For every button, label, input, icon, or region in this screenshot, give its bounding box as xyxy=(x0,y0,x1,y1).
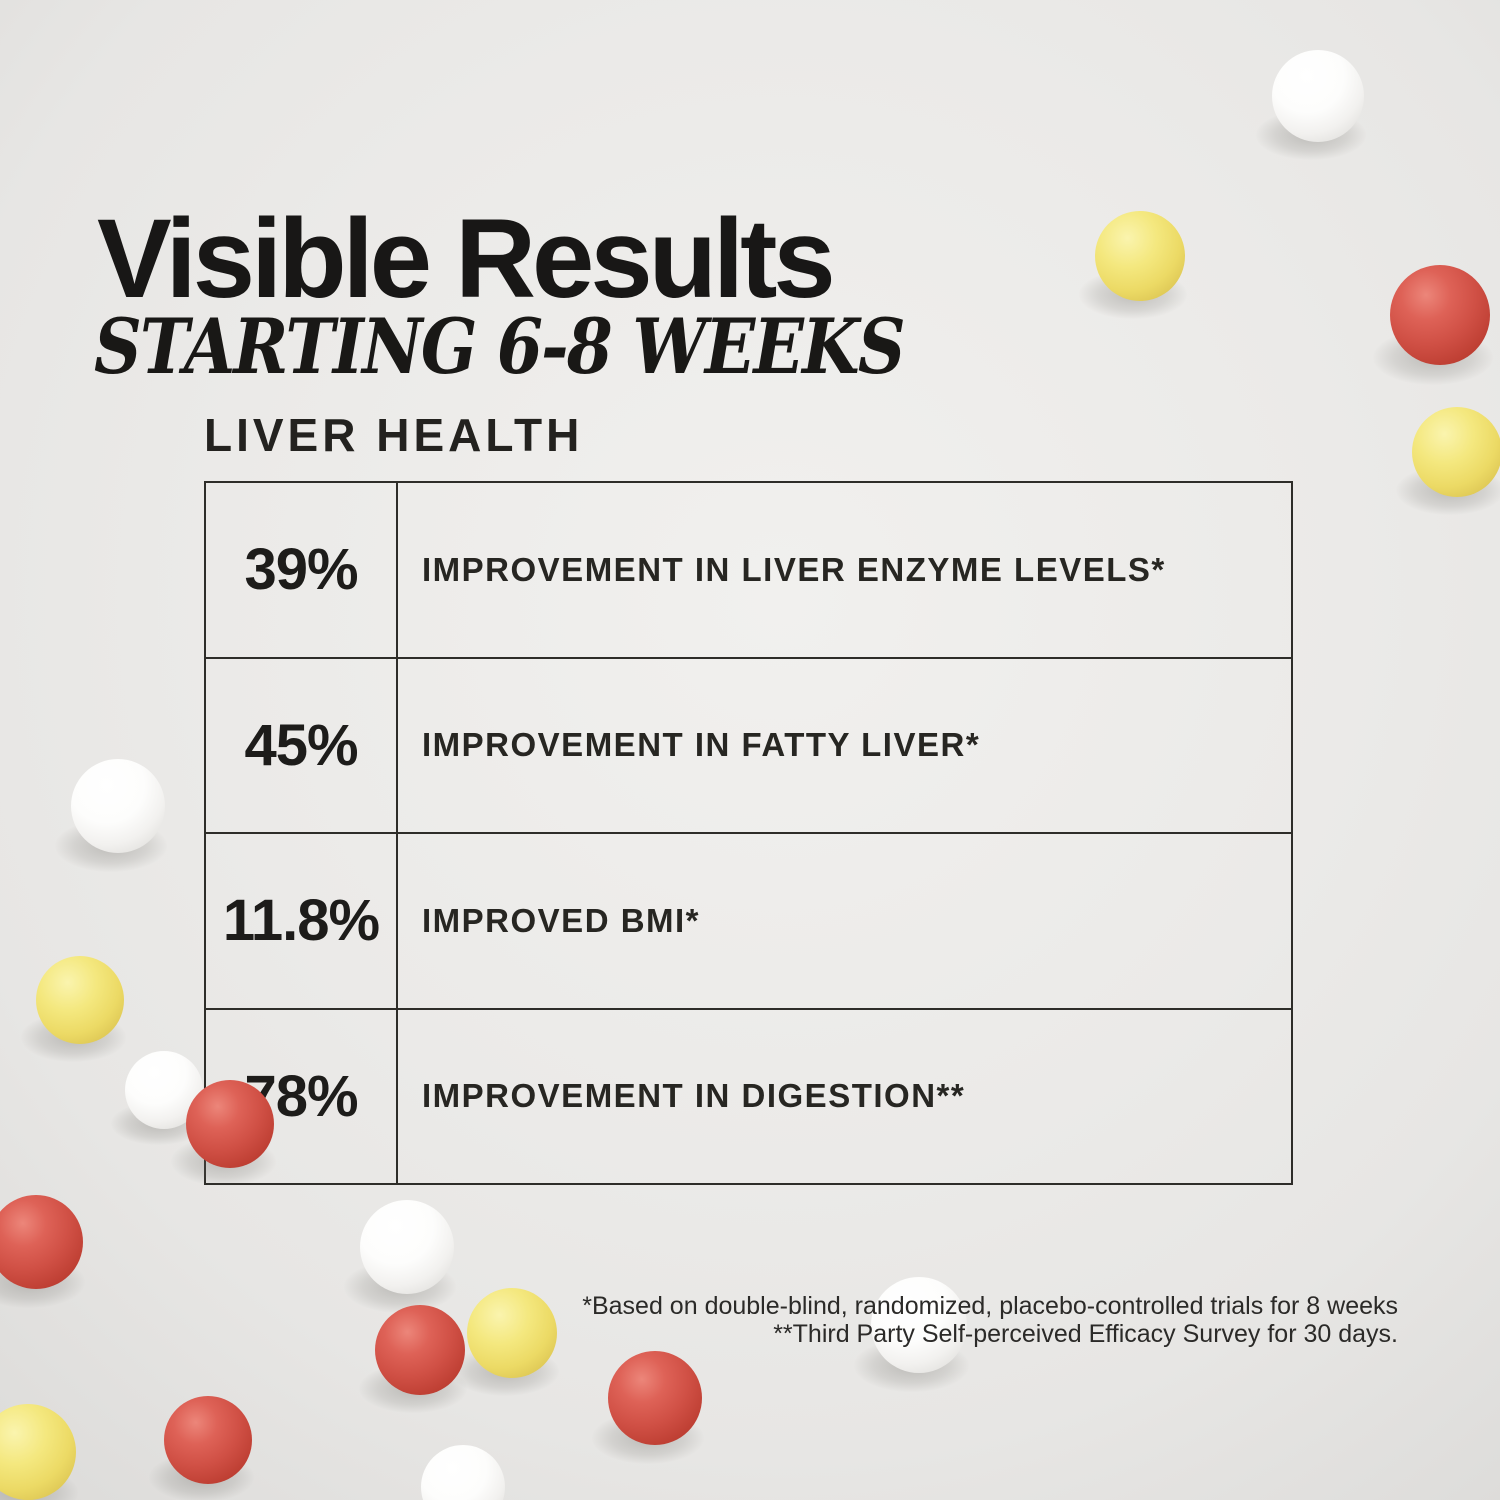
section-heading: LIVER HEALTH xyxy=(204,409,584,461)
results-table: 39% IMPROVEMENT IN LIVER ENZYME LEVELS* … xyxy=(204,481,1293,1185)
yellow-ball xyxy=(1412,407,1500,497)
yellow-ball xyxy=(36,956,124,1044)
white-ball xyxy=(71,759,165,853)
result-value: 45% xyxy=(206,658,398,832)
result-label: IMPROVEMENT IN DIGESTION** xyxy=(422,1077,966,1115)
white-ball xyxy=(421,1445,505,1500)
white-ball xyxy=(1272,50,1364,142)
red-ball xyxy=(1390,265,1490,365)
red-ball xyxy=(164,1396,252,1484)
result-value: 39% xyxy=(206,483,398,657)
result-value: 11.8% xyxy=(206,834,398,1008)
red-ball xyxy=(0,1195,83,1289)
table-row: 39% IMPROVEMENT IN LIVER ENZYME LEVELS* xyxy=(206,483,1291,657)
page-title: Visible Results xyxy=(97,196,836,322)
footnotes: *Based on double-blind, randomized, plac… xyxy=(582,1292,1398,1348)
result-label: IMPROVEMENT IN LIVER ENZYME LEVELS* xyxy=(422,550,1166,588)
table-row: 45% IMPROVEMENT IN FATTY LIVER* xyxy=(206,656,1291,832)
white-ball xyxy=(360,1200,454,1294)
yellow-ball xyxy=(1095,211,1185,301)
result-label: IMPROVED BMI* xyxy=(422,901,701,939)
page-subtitle: STARTING 6-8 WEEKS xyxy=(94,302,906,392)
red-ball xyxy=(186,1080,274,1168)
yellow-ball xyxy=(467,1288,557,1378)
result-label: IMPROVEMENT IN FATTY LIVER* xyxy=(422,726,981,764)
red-ball xyxy=(608,1351,702,1445)
footnote-line: **Third Party Self-perceived Efficacy Su… xyxy=(773,1320,1398,1348)
yellow-ball xyxy=(0,1404,76,1500)
red-ball xyxy=(375,1305,465,1395)
footnote-line: *Based on double-blind, randomized, plac… xyxy=(582,1292,1398,1320)
white-ball xyxy=(871,1277,967,1373)
table-row: 11.8% IMPROVED BMI* xyxy=(206,832,1291,1008)
